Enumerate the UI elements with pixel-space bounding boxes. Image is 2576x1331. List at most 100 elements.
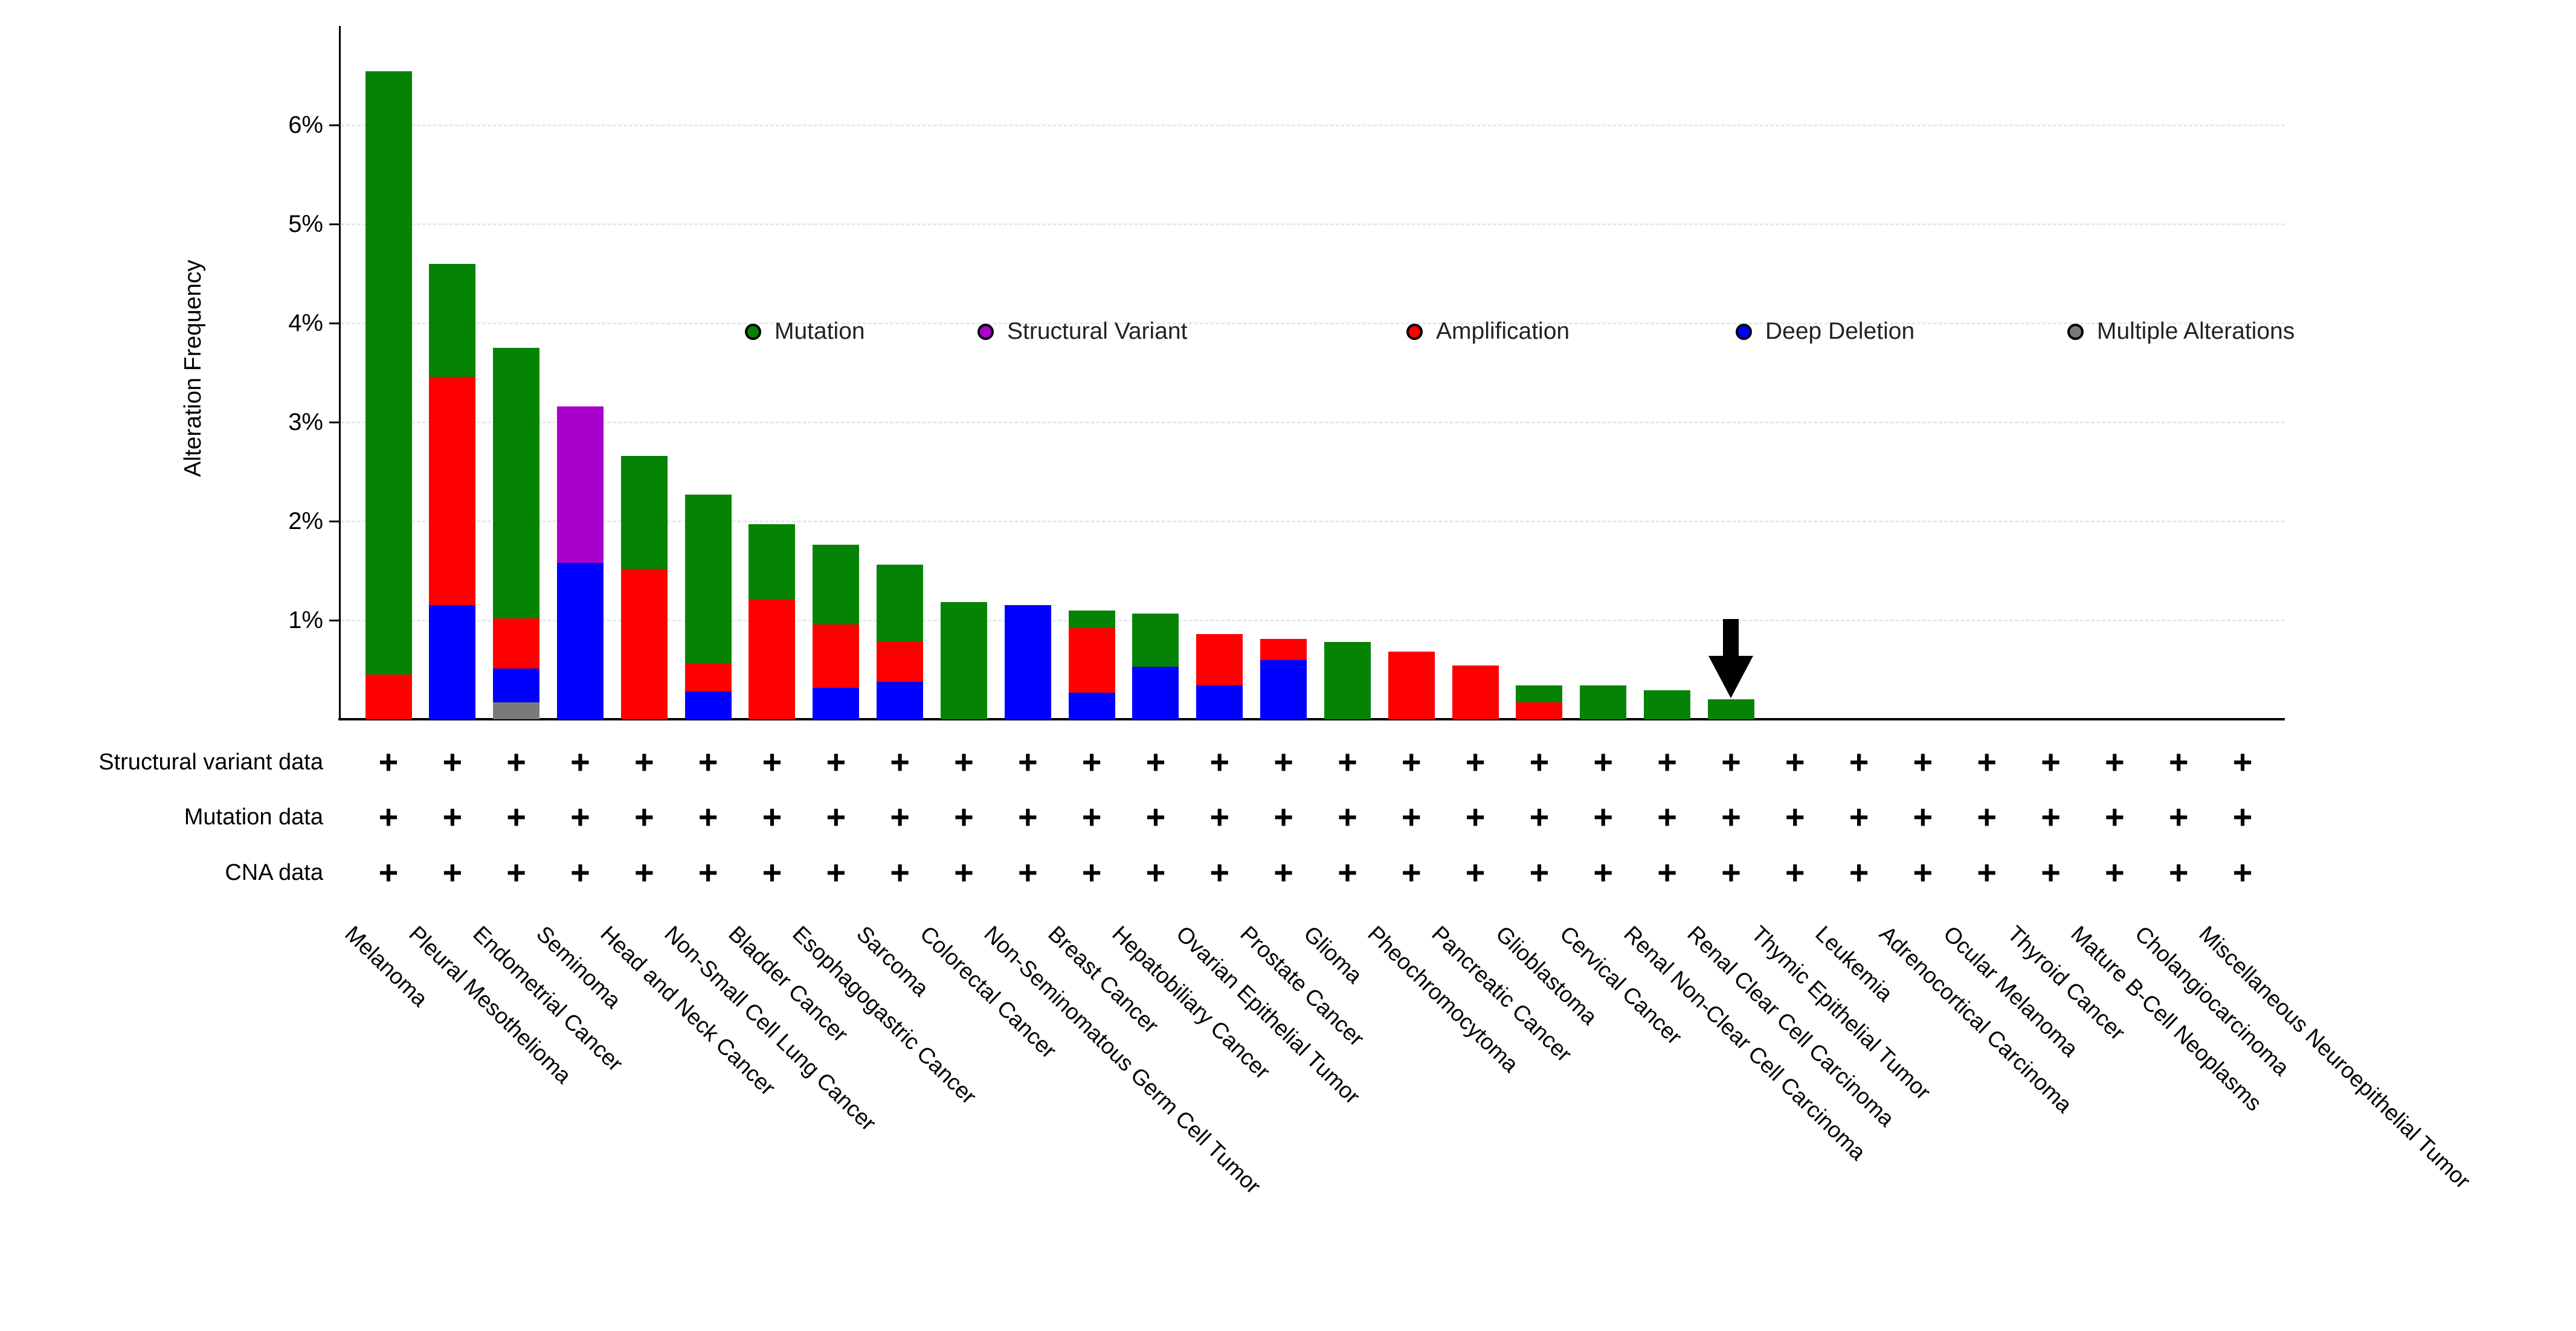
bar-pancreatic-cancer-amplification-segment[interactable] [1452,666,1499,719]
availability-plus-icon: + [1849,743,1869,781]
bar-melanoma-mutation-segment[interactable] [365,71,412,675]
y-tick-label: 1% [288,607,323,633]
availability-plus-icon: + [570,743,590,781]
bar-head-and-neck-cancer-amplification-segment[interactable] [620,568,668,719]
category-label-thyroid-cancer[interactable]: Thyroid Cancer [2002,921,2130,1045]
availability-row-label-mutation: Mutation data [184,804,323,830]
bar-pleural-mesothelioma-deep-deletion-segment[interactable] [429,605,476,719]
availability-plus-icon: + [826,798,846,836]
availability-plus-icon: + [2105,853,2125,891]
bar-glioblastoma-amplification-segment[interactable] [1516,702,1563,719]
legend-item-amplification[interactable]: Amplification [1406,318,1570,345]
bar-pleural-mesothelioma-mutation-segment[interactable] [429,263,476,377]
availability-plus-icon: + [1017,853,1038,891]
availability-plus-icon: + [1081,798,1102,836]
legend-item-structural-variant[interactable]: Structural Variant [977,318,1187,345]
availability-plus-icon: + [2041,853,2061,891]
availability-plus-icon: + [1338,798,1357,836]
y-tick-label: 2% [288,508,323,534]
bar-endometrial-cancer-amplification-segment[interactable] [493,618,540,669]
bar-ovarian-epithelial-tumor-amplification-segment[interactable] [1196,633,1243,686]
bar-glioma-mutation-segment[interactable] [1324,642,1371,719]
gridline-4% [341,322,2285,324]
availability-plus-icon: + [506,798,527,836]
bar-non-seminomatous-germ-cell-tumor-deep-deletion-segment[interactable] [1004,605,1051,719]
category-label-breast-cancer[interactable]: Breast Cancer [1043,921,1164,1039]
y-tick-4% [329,322,340,324]
availability-plus-icon: + [1401,743,1422,781]
bar-bladder-cancer-amplification-segment[interactable] [749,599,796,719]
bar-pleural-mesothelioma-amplification-segment[interactable] [429,376,476,606]
category-label-miscellaneous-neuroepithelial-tumor[interactable]: Miscellaneous Neuroepithelial Tumor [2194,921,2476,1194]
availability-plus-icon: + [762,743,782,781]
availability-plus-icon: + [762,853,782,891]
availability-plus-icon: + [698,853,718,891]
bar-cervical-cancer-mutation-segment[interactable] [1580,685,1627,719]
availability-plus-icon: + [2105,743,2125,781]
availability-plus-icon: + [506,743,527,781]
availability-plus-icon: + [1657,798,1677,836]
bar-sarcoma-deep-deletion-segment[interactable] [877,681,924,719]
bar-non-small-cell-lung-cancer-mutation-segment[interactable] [684,494,732,663]
availability-plus-icon: + [1721,798,1741,836]
availability-plus-icon: + [1785,743,1805,781]
gridline-5% [341,223,2285,225]
availability-plus-icon: + [1465,798,1486,836]
bar-non-small-cell-lung-cancer-deep-deletion-segment[interactable] [684,691,732,719]
bar-sarcoma-amplification-segment[interactable] [877,642,924,682]
availability-plus-icon: + [1274,853,1293,891]
legend-label: Multiple Alterations [2097,318,2295,344]
bar-seminoma-deep-deletion-segment[interactable] [556,562,604,719]
y-tick-label: 4% [288,310,323,336]
availability-plus-icon: + [570,853,590,891]
availability-plus-icon: + [1529,853,1550,891]
bar-renal-clear-cell-carcinoma-mutation-segment[interactable] [1707,699,1754,719]
bar-glioblastoma-mutation-segment[interactable] [1516,685,1563,703]
bar-ovarian-epithelial-tumor-deep-deletion-segment[interactable] [1196,685,1243,719]
bar-non-small-cell-lung-cancer-amplification-segment[interactable] [684,662,732,692]
availability-plus-icon: + [1274,798,1293,836]
highlight-down-arrow-icon [1708,656,1754,698]
availability-plus-icon: + [570,798,590,836]
bar-sarcoma-mutation-segment[interactable] [877,565,924,643]
bar-hepatobiliary-cancer-mutation-segment[interactable] [1132,613,1179,667]
legend-item-mutation[interactable]: Mutation [745,318,865,345]
y-tick-label: 5% [288,211,323,237]
availability-plus-icon: + [1913,853,1933,891]
legend-item-deep-deletion[interactable]: Deep Deletion [1736,318,1914,345]
bar-endometrial-cancer-deep-deletion-segment[interactable] [493,669,540,703]
bar-breast-cancer-deep-deletion-segment[interactable] [1068,692,1115,719]
availability-plus-icon: + [2168,743,2189,781]
bar-endometrial-cancer-mutation-segment[interactable] [493,348,540,618]
availability-plus-icon: + [1401,853,1422,891]
bar-melanoma-amplification-segment[interactable] [365,675,412,719]
availability-plus-icon: + [826,743,846,781]
bar-esophagogastric-cancer-amplification-segment[interactable] [813,624,860,688]
bar-prostate-cancer-amplification-segment[interactable] [1260,639,1307,660]
bar-endometrial-cancer-multiple-alterations-segment[interactable] [493,702,540,719]
availability-plus-icon: + [378,743,399,781]
bar-esophagogastric-cancer-mutation-segment[interactable] [813,545,860,624]
y-axis-line [339,26,341,719]
bar-pheochromocytoma-amplification-segment[interactable] [1388,652,1435,719]
bar-prostate-cancer-deep-deletion-segment[interactable] [1260,659,1307,719]
legend-label: Deep Deletion [1765,318,1915,344]
availability-plus-icon: + [826,853,846,891]
bar-bladder-cancer-mutation-segment[interactable] [749,524,796,600]
availability-plus-icon: + [890,853,910,891]
bar-seminoma-structural-variant-segment[interactable] [556,406,604,563]
bar-breast-cancer-mutation-segment[interactable] [1068,610,1115,629]
bar-hepatobiliary-cancer-deep-deletion-segment[interactable] [1132,667,1179,719]
bar-renal-non-clear-cell-carcinoma-mutation-segment[interactable] [1644,690,1691,719]
y-tick-label: 6% [288,112,323,138]
bar-head-and-neck-cancer-mutation-segment[interactable] [620,455,668,569]
bar-esophagogastric-cancer-deep-deletion-segment[interactable] [813,687,860,719]
availability-plus-icon: + [1017,743,1038,781]
availability-plus-icon: + [634,743,654,781]
legend-item-multiple-alterations[interactable]: Multiple Alterations [2067,318,2294,345]
availability-plus-icon: + [1209,743,1230,781]
legend-label: Mutation [774,318,865,344]
bar-colorectal-cancer-mutation-segment[interactable] [940,602,987,719]
bar-breast-cancer-amplification-segment[interactable] [1068,628,1115,693]
